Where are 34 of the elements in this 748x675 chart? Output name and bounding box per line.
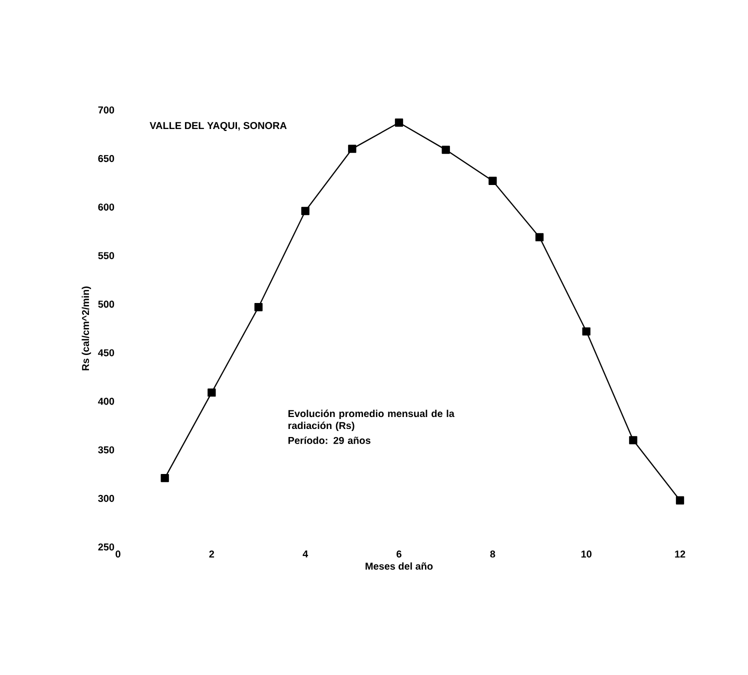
y-tick-label: 600 xyxy=(98,204,114,211)
point xyxy=(348,144,356,153)
y-tick-label: 700 xyxy=(98,106,114,114)
x-tick-label: 6 xyxy=(396,550,402,558)
annotation: Evolución promedio mensual de la radiación (Rs) xyxy=(288,410,454,432)
y-axis-title: Rs (cal/cm^2/min) xyxy=(82,286,92,370)
x-tick-label: 4 xyxy=(302,550,308,558)
y-tick-label: 350 xyxy=(98,446,114,454)
x-tick-label: 8 xyxy=(490,550,496,558)
y-tick-label: 500 xyxy=(98,300,114,308)
point xyxy=(629,436,638,444)
y-tick-label: 550 xyxy=(98,252,114,260)
point xyxy=(160,474,169,482)
point xyxy=(442,146,450,154)
point xyxy=(535,233,544,242)
point xyxy=(582,327,590,336)
x-axis-title: Meses del año xyxy=(366,562,433,570)
text: VALLE DEL YAQUI, SONORA xyxy=(150,122,287,131)
point xyxy=(208,388,216,397)
y-tick-label: 300 xyxy=(98,494,114,502)
y-tick-label: 250 xyxy=(98,543,114,551)
y-tick-label: 650 xyxy=(98,155,114,162)
y-tick-label: 400 xyxy=(98,398,114,405)
y-tick-label: 450 xyxy=(98,349,114,356)
x-tick-label: 12 xyxy=(675,550,686,558)
annotation: Período: 29 años xyxy=(288,436,370,444)
point xyxy=(301,206,310,216)
point xyxy=(394,118,404,127)
x-tick-label: 10 xyxy=(581,550,592,558)
x-tick-label: 2 xyxy=(209,550,214,558)
point xyxy=(488,176,497,185)
x-tick-label: 0 xyxy=(116,550,120,558)
point xyxy=(254,303,263,312)
point xyxy=(676,496,684,504)
